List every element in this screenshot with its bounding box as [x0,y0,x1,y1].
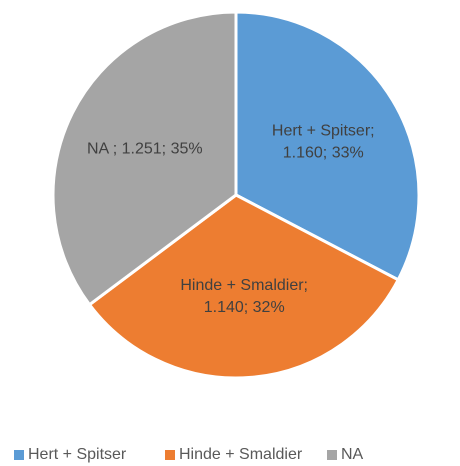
legend-label: Hinde + Smaldier [179,446,303,463]
legend-label: Hert + Spitser [28,446,127,463]
legend-swatch [14,450,24,460]
pie-slice [87,193,401,380]
legend-swatch [327,450,337,460]
data-label: Hinde + Smaldier; [180,277,308,294]
data-label: 1.160; 33% [283,144,364,161]
legend-swatch [165,450,175,460]
data-label: 1.140; 32% [204,299,285,316]
legend-label: NA [341,446,364,463]
data-label: NA ; 1.251; 35% [87,141,203,158]
pie-slice [51,10,238,307]
data-label: Hert + Spitser; [272,122,375,139]
pie-slice [234,10,421,282]
